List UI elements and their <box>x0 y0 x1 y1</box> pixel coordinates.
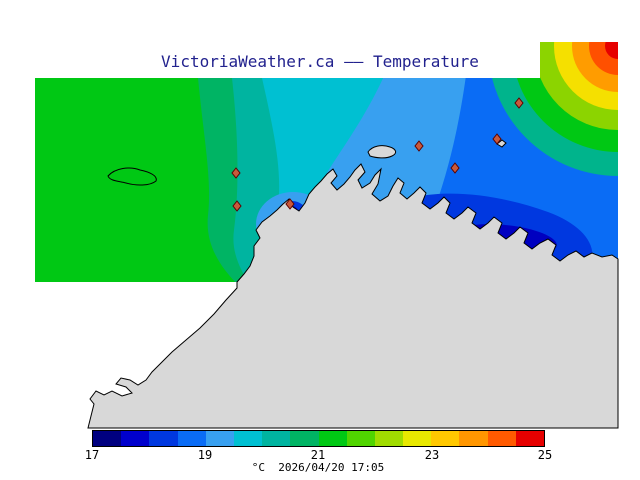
station-marker[interactable] <box>231 167 241 179</box>
colorbar-segment <box>346 431 375 446</box>
landmass <box>87 163 619 429</box>
hot-spot-ring <box>589 42 618 75</box>
station-marker[interactable] <box>232 200 242 212</box>
colorbar-tick: 17 <box>84 448 100 462</box>
colorbar-segment <box>459 431 488 446</box>
map-title: VictoriaWeather.ca —— Temperature <box>161 52 479 71</box>
colorbar-segment <box>177 431 206 446</box>
hot-spot-ring <box>605 42 618 59</box>
hot-spot-ring <box>572 42 618 92</box>
colorbar-segment <box>233 431 263 446</box>
hot-spot-rings <box>488 42 618 176</box>
colorbar-segment <box>374 431 404 446</box>
colorbar-tick: 21 <box>310 448 326 462</box>
colorbar-tick: 25 <box>537 448 553 462</box>
colorbar-segment <box>290 431 319 446</box>
colorbar-caption: °C 2026/04/20 17:05 <box>251 461 385 474</box>
colorbar-segment <box>262 431 291 446</box>
station-marker[interactable] <box>414 140 424 152</box>
colorbar-segment <box>93 431 122 446</box>
colorbar-tick: 19 <box>197 448 213 462</box>
coastal-island <box>367 145 397 159</box>
colorbar-segment <box>515 431 544 446</box>
station-marker[interactable] <box>285 198 295 210</box>
colorbar-segment <box>318 431 347 446</box>
colorbar-segment <box>149 431 178 446</box>
colorbar-segment <box>487 431 516 446</box>
colorbar-segment <box>403 431 432 446</box>
station-markers <box>231 97 524 212</box>
colorbar-segment <box>205 431 234 446</box>
colorbar-segment <box>431 431 460 446</box>
colorbar-segment <box>121 431 150 446</box>
colorbar <box>92 430 545 447</box>
colorbar-tick: 23 <box>424 448 440 462</box>
offshore-island <box>107 167 157 186</box>
coastal-islet <box>496 139 507 148</box>
station-marker[interactable] <box>492 133 502 145</box>
station-marker[interactable] <box>514 97 524 109</box>
station-marker[interactable] <box>450 162 460 174</box>
